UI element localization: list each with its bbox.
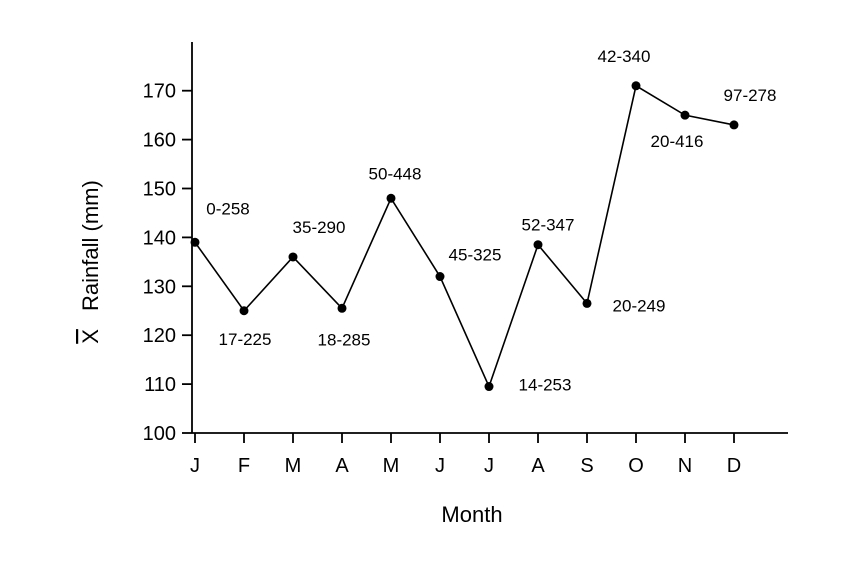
- y-tick-label: 170: [143, 81, 176, 103]
- data-label: 17-225: [219, 330, 272, 349]
- series-line: [194, 84, 735, 389]
- data-label: 0-258: [206, 199, 249, 218]
- y-ticks: 100 110 120 130 140 150 160 170: [143, 81, 192, 445]
- data-point: [729, 120, 739, 130]
- data-point: [288, 252, 298, 262]
- y-tick-label: 110: [144, 374, 176, 396]
- data-label: 42-340: [598, 47, 651, 66]
- data-label: 35-290: [293, 218, 346, 237]
- x-tick-label: S: [580, 455, 593, 477]
- y-tick-label: 150: [143, 179, 176, 201]
- data-point: [582, 298, 592, 308]
- data-label: 97-278: [724, 86, 777, 105]
- data-label: 52-347: [522, 216, 575, 235]
- x-tick-label: J: [484, 455, 494, 477]
- axes: [191, 42, 788, 434]
- data-label: 45-325: [449, 246, 502, 265]
- data-point: [239, 306, 249, 316]
- data-label: 20-416: [651, 132, 704, 151]
- x-tick-label: M: [383, 455, 400, 477]
- data-point: [484, 382, 494, 392]
- data-label: 18-285: [318, 330, 371, 349]
- x-tick-label: F: [238, 455, 250, 477]
- y-axis-title-main: Rainfall (mm): [78, 180, 103, 311]
- data-point: [435, 272, 445, 282]
- series: [190, 81, 739, 392]
- y-tick-label: 130: [143, 276, 176, 298]
- x-tick-label: D: [727, 455, 741, 477]
- x-tick-label: J: [190, 455, 200, 477]
- data-point: [533, 240, 543, 250]
- data-point: [631, 81, 641, 91]
- data-point: [190, 237, 200, 247]
- y-tick-label: 120: [143, 325, 176, 347]
- y-axis-title-text: X Rainfall (mm): [78, 180, 103, 344]
- x-tick-label: J: [435, 455, 445, 477]
- y-axis-title-symbol: X: [78, 329, 103, 344]
- data-point: [337, 303, 347, 313]
- y-axis-title: X Rainfall (mm): [78, 180, 103, 344]
- data-point: [680, 110, 690, 120]
- y-tick-label: 100: [143, 423, 176, 445]
- x-tick-label: N: [678, 455, 692, 477]
- data-label: 20-249: [613, 296, 666, 315]
- data-label: 50-448: [369, 164, 422, 183]
- x-tick-label: M: [285, 455, 302, 477]
- x-tick-label: A: [335, 455, 349, 477]
- data-point: [386, 193, 396, 203]
- x-axis-title: Month: [441, 502, 502, 527]
- y-tick-label: 160: [143, 130, 176, 152]
- data-label: 14-253: [519, 376, 572, 395]
- data-labels: 0-258 17-225 35-290 18-285 50-448 45-325 14-25…: [206, 47, 776, 395]
- x-tick-label: A: [531, 455, 545, 477]
- x-tick-label: O: [628, 455, 644, 477]
- y-tick-label: 140: [143, 227, 176, 249]
